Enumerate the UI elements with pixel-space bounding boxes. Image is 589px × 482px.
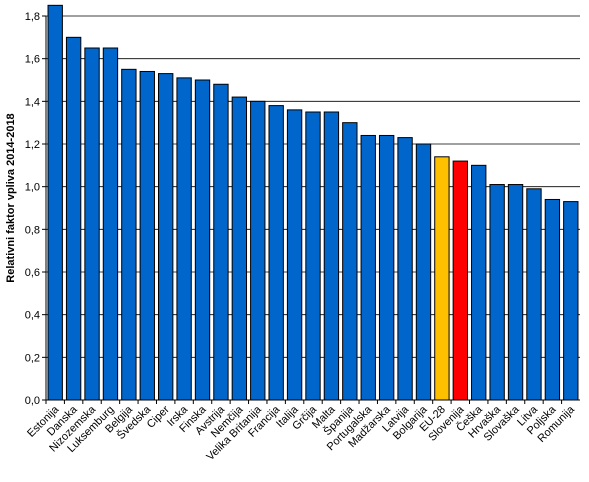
y-axis-ticks: 0,0 0,2 0,4 0,6 0,8 1,0 1,2 1,4 1,6 1,8 [25,11,46,407]
bar [84,47,100,401]
bar [158,73,174,401]
bar [102,47,119,401]
y-tick-label: 1,8 [25,11,40,23]
bar [544,198,561,401]
bar [507,184,524,401]
y-tick-label: 0,4 [25,310,40,322]
bar [139,70,155,401]
bar [194,79,211,401]
bar [526,188,542,401]
bar [121,68,137,401]
bars [47,4,579,401]
y-tick-label: 1,6 [25,54,40,66]
bar [268,105,284,401]
bar [231,96,248,401]
y-tick-label: 1,4 [25,96,40,108]
bar [250,100,266,401]
bar [176,77,192,401]
y-tick-label: 0,2 [25,352,40,364]
bar [489,184,505,401]
bar [213,83,229,401]
bar [378,134,395,401]
bar [452,160,468,401]
bar [471,164,487,401]
y-tick-label: 0,6 [25,267,40,279]
bar [434,156,450,401]
bar [65,36,82,401]
bar [360,134,376,401]
bar [323,111,340,401]
bar [47,4,63,401]
y-tick-label: 0,8 [25,224,40,236]
y-tick-label: 1,0 [25,182,40,194]
y-tick-label: 0,0 [25,395,40,407]
bar [342,122,358,401]
bar [286,109,303,401]
x-axis-labels: EstonijaDanskaNizozemskaLuksemburgBelgij… [25,400,578,463]
y-axis-title: Relativni faktor vpliva 2014-2018 [5,113,17,282]
bar [397,137,413,401]
bar [305,111,321,401]
y-tick-label: 1,2 [25,139,40,151]
bar [563,201,579,401]
bar [415,143,432,401]
